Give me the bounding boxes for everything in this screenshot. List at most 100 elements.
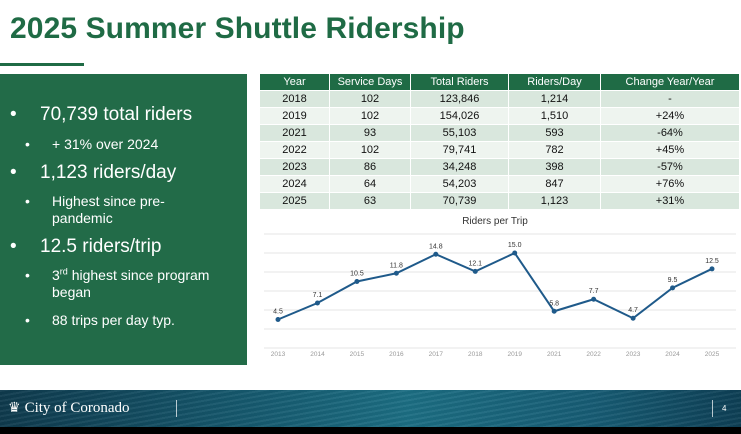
table-row: 2025 63 70,739 1,123 +31%: [260, 192, 740, 210]
x-tick-label: 2014: [310, 351, 325, 358]
table-cell: 2022: [260, 141, 330, 159]
table-header-row: Year Service Days Total Riders Riders/Da…: [260, 74, 740, 91]
city-logo: ♛ City of Coronado: [8, 400, 130, 416]
table-cell: -: [600, 90, 740, 108]
bullet-growth: • + 31% over 2024: [25, 136, 159, 152]
data-point: [670, 285, 676, 291]
table-cell: 102: [329, 107, 411, 125]
data-label: 15.0: [508, 242, 522, 249]
data-label: 12.1: [468, 260, 482, 267]
table-cell: 123,846: [410, 90, 509, 108]
table-cell: 847: [508, 175, 601, 193]
x-tick-label: 2022: [586, 351, 601, 358]
table-row: 2023 86 34,248 398 -57%: [260, 158, 740, 176]
table-cell: 70,739: [410, 192, 509, 210]
table-cell: 154,026: [410, 107, 509, 125]
crown-icon: ♛: [8, 401, 21, 416]
x-tick-label: 2019: [507, 351, 522, 358]
table-cell: +76%: [600, 175, 740, 193]
footer: ♛ City of Coronado 4: [0, 390, 741, 427]
data-label: 4.7: [628, 307, 638, 314]
chart-title: Riders per Trip: [462, 216, 528, 227]
col-service-days: Service Days: [329, 74, 411, 91]
data-point: [630, 315, 636, 321]
table-row: 2021 93 55,103 593 -64%: [260, 124, 740, 142]
x-tick-label: 2018: [468, 351, 483, 358]
table-cell: 34,248: [410, 158, 509, 176]
data-label: 9.5: [668, 277, 678, 284]
table-cell: 102: [329, 90, 411, 108]
table-cell: 2018: [260, 90, 330, 108]
table-cell: 102: [329, 141, 411, 159]
data-label: 10.5: [350, 271, 364, 278]
table-cell: 2023: [260, 158, 330, 176]
page-title: 2025 Summer Shuttle Ridership: [10, 12, 465, 45]
table-row: 2019 102 154,026 1,510 +24%: [260, 107, 740, 125]
table-cell: 1,123: [508, 192, 601, 210]
table-cell: 79,741: [410, 141, 509, 159]
table-cell: -64%: [600, 124, 740, 142]
data-point: [354, 279, 360, 284]
data-point: [709, 266, 715, 272]
table-cell: 54,203: [410, 175, 509, 193]
table-cell: 63: [329, 192, 411, 210]
x-tick-label: 2016: [389, 351, 404, 358]
table-row: 2024 64 54,203 847 +76%: [260, 175, 740, 193]
data-label: 11.8: [390, 262, 403, 269]
data-label: 12.5: [705, 258, 719, 265]
table-cell: 398: [508, 158, 601, 176]
col-total-riders: Total Riders: [410, 74, 509, 91]
x-tick-label: 2017: [429, 351, 444, 358]
table-cell: 86: [329, 158, 411, 176]
table-cell: -57%: [600, 158, 740, 176]
x-tick-label: 2024: [665, 351, 680, 358]
table-cell: 782: [508, 141, 601, 159]
bullet-total-riders: • 70,739 total riders: [10, 104, 193, 125]
bullet-trips: • 88 trips per day typ.: [25, 312, 175, 328]
page-number: 4: [722, 404, 727, 413]
series-line: [277, 251, 713, 321]
table-cell: +45%: [600, 141, 740, 159]
data-point: [591, 296, 597, 302]
data-point: [393, 270, 399, 276]
table-cell: +24%: [600, 107, 740, 125]
table-cell: 2024: [260, 175, 330, 193]
riders-per-trip-chart: 4.5 2013 7.1 2014 10.5 2015 11.8 2016 14.8 2017 12…: [264, 233, 736, 358]
data-label: 5.8: [549, 300, 559, 307]
data-point: [275, 317, 281, 322]
data-point: [314, 300, 320, 306]
title-underline: [0, 63, 84, 66]
table-cell: 64: [329, 175, 411, 193]
data-point: [512, 250, 518, 256]
table-row: 2022 102 79,741 782 +45%: [260, 141, 740, 159]
table-cell: 593: [508, 124, 601, 142]
bullet-highest: • Highest since pre-pandemic: [25, 193, 165, 226]
x-tick-label: 2023: [626, 351, 641, 358]
table-cell: 2025: [260, 192, 330, 210]
col-riders-day: Riders/Day: [508, 74, 601, 91]
page-divider: [712, 400, 713, 417]
data-point: [551, 308, 557, 314]
bottom-bar: [0, 427, 741, 434]
summary-panel: • 70,739 total riders • + 31% over 2024 • 1…: [0, 74, 247, 365]
bullet-riders-trip: • 12.5 riders/trip: [10, 236, 162, 257]
x-tick-label: 2015: [350, 351, 365, 358]
col-year: Year: [260, 74, 330, 91]
data-label: 7.1: [313, 292, 323, 299]
data-label: 14.8: [429, 243, 443, 250]
ridership-table: Year Service Days Total Riders Riders/Da…: [260, 74, 740, 210]
table-cell: +31%: [600, 192, 740, 210]
table-row: 2018 102 123,846 1,214-: [260, 90, 740, 108]
table-cell: 1,510: [508, 107, 601, 125]
x-tick-label: 2013: [271, 351, 286, 358]
table-cell: 93: [329, 124, 411, 142]
x-tick-label: 2025: [705, 351, 720, 358]
table-cell: 55,103: [410, 124, 509, 142]
table-cell: 2021: [260, 124, 330, 142]
table-cell: 1,214: [508, 90, 601, 108]
table-cell: 2019: [260, 107, 330, 125]
data-point: [472, 268, 478, 274]
data-point: [433, 251, 439, 257]
col-change: Change Year/Year: [600, 74, 740, 91]
footer-divider: [176, 400, 177, 417]
